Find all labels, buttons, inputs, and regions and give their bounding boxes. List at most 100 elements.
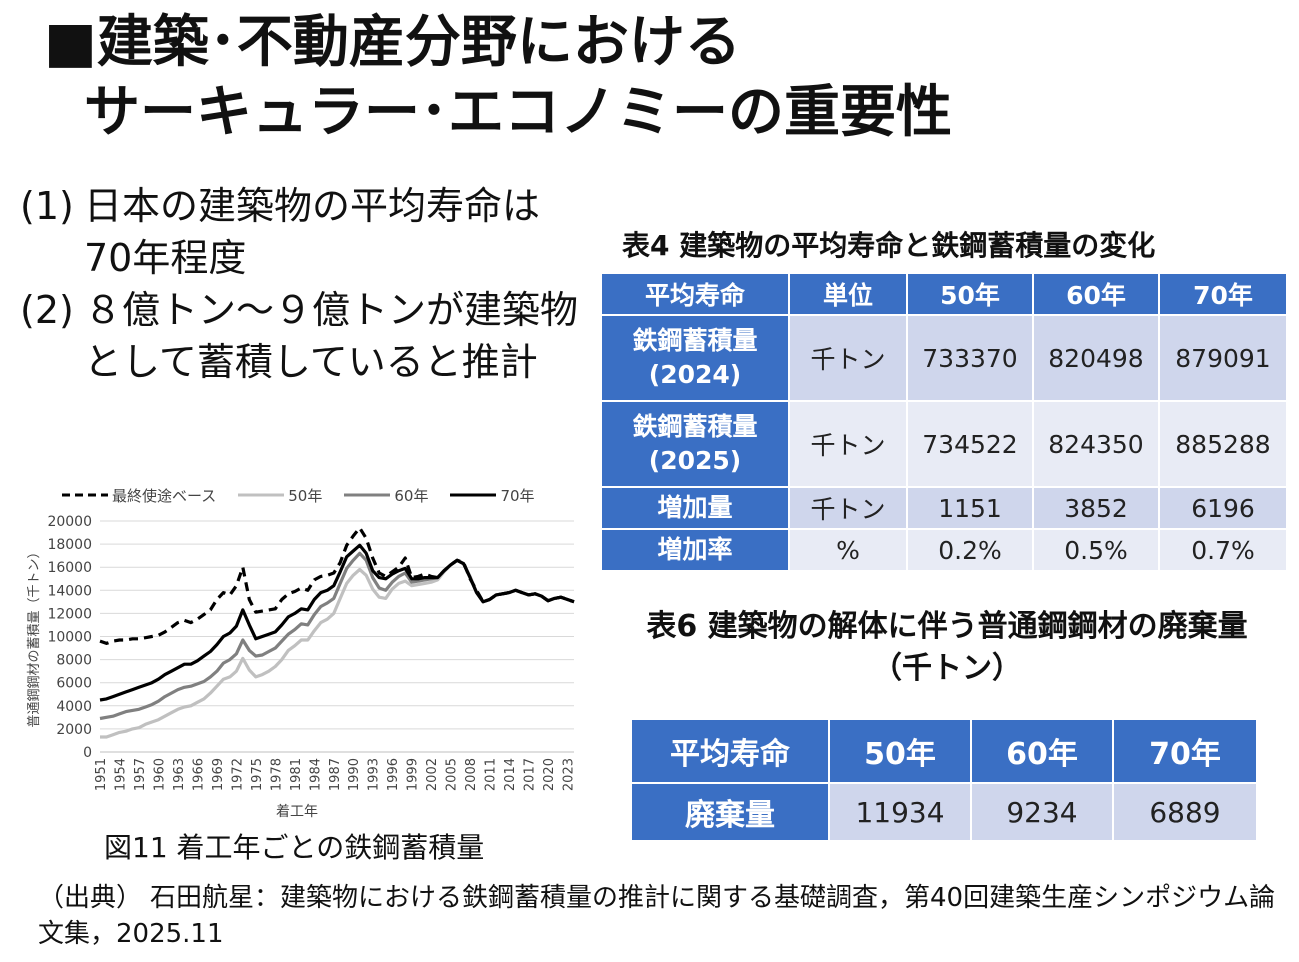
x-tick-label: 2014: [503, 758, 518, 791]
legend-item-60: 60年: [344, 485, 428, 506]
key-points: (1) 日本の建築物の平均寿命は70年程度 (2) ８億トン～９億トンが建築物と…: [20, 180, 580, 388]
table4-header-unit: 単位: [788, 272, 908, 316]
y-tick-label: 16000: [47, 560, 92, 576]
table6-header-lifespan: 平均寿命: [630, 718, 830, 784]
value-70: 6889: [1112, 782, 1258, 842]
x-tick-label: 1984: [308, 758, 323, 791]
table4-header-row: 平均寿命 単位 50年 60年 70年: [600, 272, 1288, 316]
legend-swatch-70: [450, 493, 497, 497]
x-tick-label: 1993: [367, 758, 382, 791]
y-tick-label: 6000: [56, 676, 92, 692]
value-70: 885288: [1158, 400, 1288, 488]
point-1-number: (1): [20, 184, 74, 228]
table-row: 鉄鋼蓄積量 (2024) 千トン 733370 820498 879091: [600, 314, 1288, 402]
table4-header-60: 60年: [1032, 272, 1160, 316]
y-tick-label: 0: [83, 745, 92, 761]
x-tick-label: 1960: [152, 758, 167, 791]
row-label-line1: 鉄鋼蓄積量: [632, 412, 758, 441]
x-tick-label: 2011: [484, 758, 499, 791]
point-2: (2) ８億トン～９億トンが建築物として蓄積していると推計: [20, 284, 580, 388]
x-tick-label: 1978: [269, 758, 284, 791]
legend-swatch-50: [238, 493, 285, 497]
legend-item-70: 70年: [450, 485, 535, 506]
x-axis-label: 着工年: [276, 804, 318, 820]
row-label-line2: (2024): [648, 360, 742, 389]
legend-swatch-60: [344, 493, 391, 497]
value-50: 733370: [906, 314, 1034, 402]
x-tick-label: 1969: [211, 758, 226, 791]
row-label-line1: 鉄鋼蓄積量: [632, 326, 758, 355]
value-60: 0.5%: [1032, 528, 1160, 572]
steel-stock-line-chart: 0 2000 4000 6000 8000 10000 12000 14000 16000 180…: [27, 514, 577, 820]
x-tick-label: 2020: [542, 758, 557, 791]
x-tick-label: 1972: [230, 758, 245, 791]
point-1-text: 日本の建築物の平均寿命は70年程度: [84, 184, 541, 280]
table6-header-row: 平均寿命 50年 60年 70年: [630, 718, 1258, 784]
table4-header-lifespan: 平均寿命: [600, 272, 790, 316]
y-tick-label: 12000: [47, 606, 92, 622]
y-tick-label: 14000: [47, 583, 92, 599]
table-row: 増加量 千トン 1151 3852 6196: [600, 486, 1288, 530]
source-label: （出典）: [38, 883, 143, 913]
x-tick-label: 1963: [172, 758, 187, 791]
series-line-0: [99, 526, 575, 645]
value-70: 6196: [1158, 486, 1288, 530]
legend-label-70: 70年: [500, 486, 535, 505]
value-50: 11934: [828, 782, 972, 842]
source-text: 石田航星：建築物における鉄鋼蓄積量の推計に関する基礎調査，第40回建築生産シンポ…: [38, 883, 1276, 949]
y-tick-label: 2000: [56, 722, 92, 738]
point-2-number: (2): [20, 288, 74, 332]
value-60: 9234: [970, 782, 1114, 842]
unit-cell: 千トン: [788, 400, 908, 488]
value-60: 820498: [1032, 314, 1160, 402]
y-tick-label: 18000: [47, 537, 92, 553]
x-tick-label: 1987: [328, 758, 343, 791]
x-tick-label: 1957: [133, 758, 148, 791]
unit-cell: 千トン: [788, 314, 908, 402]
x-tick-label: 1966: [191, 758, 206, 791]
title-line-1: ■建築･不動産分野における: [44, 10, 741, 75]
title-line-2: サーキュラー･エコノミーの重要性: [84, 80, 952, 145]
point-2-text: ８億トン～９億トンが建築物として蓄積していると推計: [84, 288, 579, 384]
y-tick-label: 4000: [56, 699, 92, 715]
x-tick-label: 1951: [94, 758, 109, 791]
table6: 平均寿命 50年 60年 70年 廃棄量 11934 9234 6889: [630, 718, 1258, 842]
x-tick-label: 2005: [445, 758, 460, 791]
table-row: 廃棄量 11934 9234 6889: [630, 782, 1258, 842]
legend-item-50: 50年: [238, 485, 322, 506]
unit-cell: %: [788, 528, 908, 572]
x-tick-label: 1975: [250, 758, 265, 791]
x-tick-label: 2017: [523, 758, 538, 791]
x-tick-label: 1954: [113, 758, 128, 791]
value-50: 1151: [906, 486, 1034, 530]
row-label: 廃棄量: [630, 782, 830, 842]
y-tick-label: 20000: [47, 514, 92, 530]
row-label: 増加量: [600, 486, 790, 530]
x-tick-label: 1990: [347, 758, 362, 791]
chart-legend: 最終使途ベース 50年 60年 70年: [62, 484, 582, 506]
legend-label-50: 50年: [288, 486, 323, 505]
table6-caption-line1: 表6 建築物の解体に伴う普通鋼鋼材の廃棄量: [646, 609, 1248, 644]
x-tick-label: 1996: [386, 758, 401, 791]
table6-header-50: 50年: [828, 718, 972, 784]
value-60: 824350: [1032, 400, 1160, 488]
table6-header-60: 60年: [970, 718, 1114, 784]
x-tick-label: 1981: [289, 758, 304, 791]
y-axis-label: 普通鋼鋼材の蓄積量（千トン）: [27, 545, 42, 727]
value-60: 3852: [1032, 486, 1160, 530]
row-label-line2: (2025): [648, 446, 742, 475]
table-row: 鉄鋼蓄積量 (2025) 千トン 734522 824350 885288: [600, 400, 1288, 488]
series-line-3: [99, 543, 575, 702]
point-1: (1) 日本の建築物の平均寿命は70年程度: [20, 180, 580, 284]
legend-item-final-use: 最終使途ベース: [62, 485, 216, 506]
table6-header-70: 70年: [1112, 718, 1258, 784]
table4: 平均寿命 単位 50年 60年 70年 鉄鋼蓄積量 (2024) 千トン 7333…: [600, 272, 1288, 572]
table6-caption-line2: （千トン）: [872, 651, 1022, 686]
table4-header-50: 50年: [906, 272, 1034, 316]
table-row: 増加率 % 0.2% 0.5% 0.7%: [600, 528, 1288, 572]
value-70: 0.7%: [1158, 528, 1288, 572]
x-tick-label: 2002: [425, 758, 440, 791]
page-title: ■建築･不動産分野における サーキュラー･エコノミーの重要性: [44, 8, 952, 148]
value-50: 0.2%: [906, 528, 1034, 572]
value-50: 734522: [906, 400, 1034, 488]
